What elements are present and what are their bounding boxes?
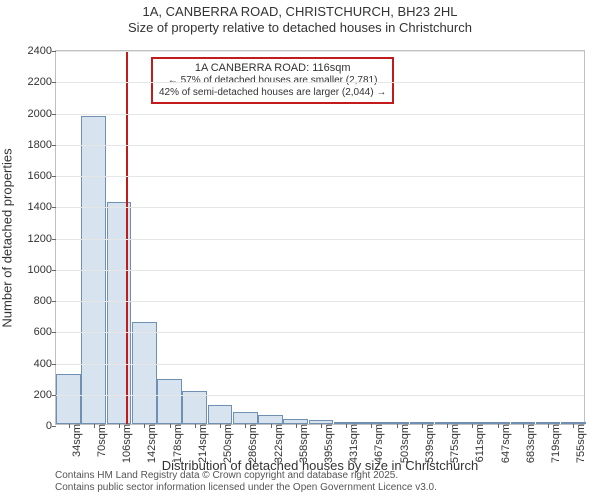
gridline <box>56 270 584 271</box>
histogram-bar <box>208 405 233 424</box>
ytick-label: 400 <box>34 358 56 370</box>
callout-head: 1A CANBERRA ROAD: 116sqm <box>159 62 386 75</box>
gridline <box>56 114 584 115</box>
ytick-label: 800 <box>34 295 56 307</box>
y-axis-label: Number of detached properties <box>0 148 15 327</box>
ytick-label: 1800 <box>28 139 56 151</box>
ytick-label: 200 <box>34 389 56 401</box>
histogram-bar <box>233 412 258 425</box>
histogram-bar <box>157 379 182 424</box>
xtick-label: 286sqm <box>245 424 259 463</box>
histogram-bar <box>132 322 157 424</box>
xtick-label: 683sqm <box>523 424 537 463</box>
footnote-line1: Contains HM Land Registry data © Crown c… <box>55 470 437 482</box>
xtick-label: 142sqm <box>144 424 158 463</box>
ytick-label: 1000 <box>28 264 56 276</box>
xtick-label: 503sqm <box>397 424 411 463</box>
xtick-label: 575sqm <box>447 424 461 463</box>
chart-container: 1A, CANBERRA ROAD, CHRISTCHURCH, BH23 2H… <box>0 0 600 500</box>
xtick-label: 611sqm <box>472 424 486 462</box>
xtick-label: 431sqm <box>346 424 360 463</box>
xtick-label: 70sqm <box>94 424 108 457</box>
xtick-label: 467sqm <box>371 424 385 463</box>
bars-layer <box>56 51 584 424</box>
ytick-label: 2400 <box>28 45 56 57</box>
callout-line2: 42% of semi-detached houses are larger (… <box>159 87 386 99</box>
xtick-label: 34sqm <box>69 424 83 457</box>
plot-region: 1A CANBERRA ROAD: 116sqm ← 57% of detach… <box>55 50 585 425</box>
histogram-bar <box>258 415 283 424</box>
xtick-label: 395sqm <box>321 424 335 463</box>
footnote-line2: Contains public sector information licen… <box>55 482 437 494</box>
reference-line <box>126 51 128 424</box>
gridline <box>56 176 584 177</box>
xtick-label: 647sqm <box>498 424 512 463</box>
ytick-label: 2000 <box>28 108 56 120</box>
xtick-label: 322sqm <box>271 424 285 463</box>
ytick-label: 2200 <box>28 76 56 88</box>
chart-area: Number of detached properties Distributi… <box>55 50 585 425</box>
callout-line1: ← 57% of detached houses are smaller (2,… <box>159 75 386 87</box>
xtick-label: 358sqm <box>296 424 310 463</box>
xtick-label: 755sqm <box>573 424 587 463</box>
gridline <box>56 239 584 240</box>
gridline <box>56 332 584 333</box>
xtick-label: 719sqm <box>548 424 562 463</box>
ytick-label: 1200 <box>28 233 56 245</box>
gridline <box>56 301 584 302</box>
xtick-label: 539sqm <box>422 424 436 463</box>
gridline <box>56 51 584 52</box>
ytick-label: 1400 <box>28 201 56 213</box>
gridline <box>56 145 584 146</box>
histogram-bar <box>56 374 81 424</box>
histogram-bar <box>182 391 207 424</box>
gridline <box>56 395 584 396</box>
title-main: 1A, CANBERRA ROAD, CHRISTCHURCH, BH23 2H… <box>0 4 600 20</box>
gridline <box>56 364 584 365</box>
title-block: 1A, CANBERRA ROAD, CHRISTCHURCH, BH23 2H… <box>0 0 600 37</box>
title-sub: Size of property relative to detached ho… <box>0 20 600 36</box>
ytick-label: 600 <box>34 326 56 338</box>
ytick-label: 0 <box>46 420 56 432</box>
xtick-label: 106sqm <box>119 424 133 463</box>
gridline <box>56 82 584 83</box>
xtick-label: 178sqm <box>170 424 184 463</box>
xtick-label: 250sqm <box>220 424 234 463</box>
ytick-label: 1600 <box>28 170 56 182</box>
callout-box: 1A CANBERRA ROAD: 116sqm ← 57% of detach… <box>151 57 394 104</box>
footnote: Contains HM Land Registry data © Crown c… <box>55 470 437 494</box>
xtick-label: 214sqm <box>195 424 209 463</box>
gridline <box>56 207 584 208</box>
